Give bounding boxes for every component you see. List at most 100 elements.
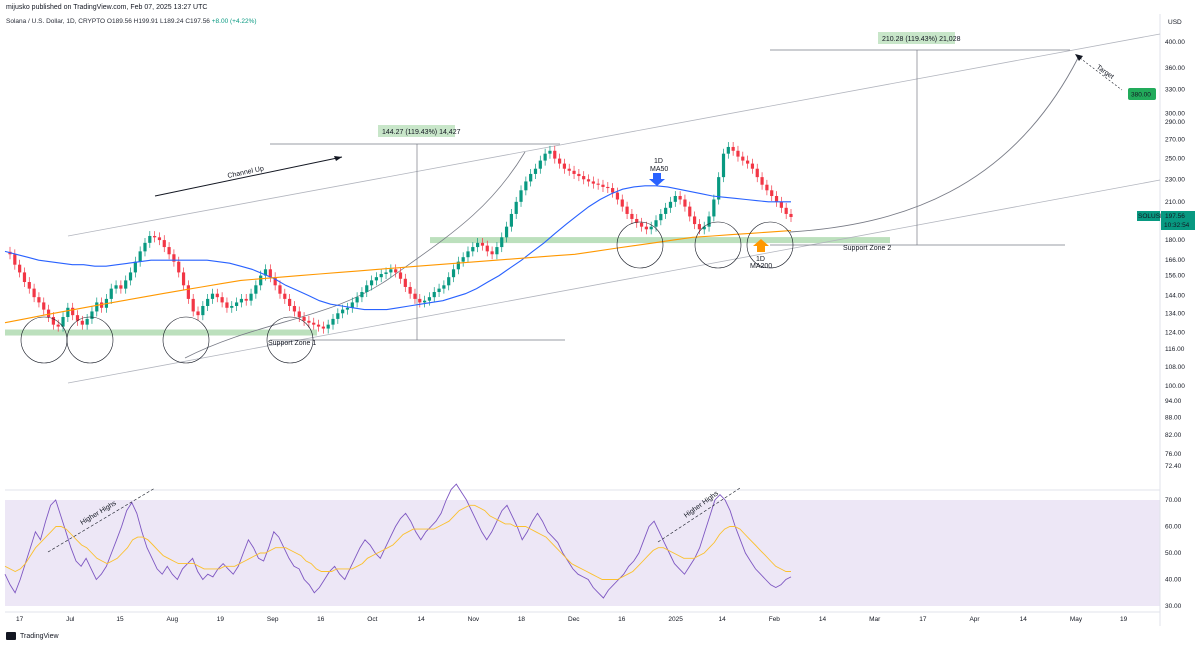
candle-body xyxy=(577,173,581,177)
time-tick-label: Apr xyxy=(969,616,980,623)
candle-body xyxy=(403,278,407,287)
candle-body xyxy=(283,293,287,299)
price-tick-label: 94.00 xyxy=(1165,398,1182,405)
candle-body xyxy=(736,150,740,157)
candle-body xyxy=(668,201,673,208)
rsi-tick-label: 50.00 xyxy=(1165,550,1182,557)
candle-body xyxy=(389,269,393,273)
candle-body xyxy=(312,322,316,325)
candle-body xyxy=(32,288,36,298)
higher-highs-trendline-2 xyxy=(657,487,741,543)
price-pane xyxy=(5,26,1160,484)
candle-body xyxy=(109,288,113,299)
candle-body xyxy=(721,153,726,178)
candle-body xyxy=(480,242,485,246)
price-tick-label: 116.00 xyxy=(1165,346,1185,353)
candle-body xyxy=(80,320,84,325)
price-tick-label: 72.40 xyxy=(1165,463,1182,470)
candle-body xyxy=(124,280,128,289)
price-tick-label: 360.00 xyxy=(1165,65,1185,72)
candle-body xyxy=(726,146,730,154)
candle-body xyxy=(278,285,282,294)
candle-body xyxy=(341,309,345,314)
candle-body xyxy=(186,285,190,299)
time-tick-label: Dec xyxy=(568,616,580,623)
candle-body xyxy=(307,320,311,323)
price-tick-label: 82.00 xyxy=(1165,432,1182,439)
candle-body xyxy=(254,285,258,294)
channel-upper-line xyxy=(67,33,1161,237)
rsi-ma-line xyxy=(4,504,791,580)
price-tick-label: 270.00 xyxy=(1165,136,1185,143)
candle-body xyxy=(268,269,272,278)
symbol-tag xyxy=(1137,211,1160,221)
time-tick-label: 16 xyxy=(618,616,626,623)
candle-body xyxy=(418,298,422,303)
target-arrowhead xyxy=(1075,54,1083,61)
projection-curve xyxy=(789,57,1079,233)
time-tick-label: 17 xyxy=(919,616,927,623)
time-tick-label: Aug xyxy=(167,616,179,623)
price-tick-label: 330.00 xyxy=(1165,87,1185,94)
candle-body xyxy=(331,318,335,325)
candle-body xyxy=(423,300,427,303)
candle-body xyxy=(138,251,142,262)
candle-body xyxy=(350,302,354,308)
price-axis-unit: USD xyxy=(1168,19,1182,26)
candle-body xyxy=(451,269,456,278)
candle-body xyxy=(244,298,248,301)
time-tick-label: 14 xyxy=(819,616,827,623)
price-tick-label: 210.00 xyxy=(1165,199,1185,206)
support-zone-2-label: Support Zone 2 xyxy=(843,245,891,252)
candle-body xyxy=(731,146,735,151)
candle-body xyxy=(191,298,195,312)
candle-body xyxy=(500,237,504,248)
candle-body xyxy=(601,184,605,187)
candle-body xyxy=(18,264,22,273)
time-tick-label: 19 xyxy=(1120,616,1128,623)
curve-arc-2024 xyxy=(184,151,526,359)
time-tick-label: May xyxy=(1070,616,1083,623)
time-tick-label: Jul xyxy=(66,616,75,623)
ma50-label-line1: 1D xyxy=(654,158,663,165)
support-zone-1 xyxy=(5,329,317,336)
measure-label-1: 144.27 (119.43%) 14,427 xyxy=(382,129,461,136)
candle-body xyxy=(181,272,186,286)
ohlc-values: O189.56 H199.91 L189.24 C197.56 xyxy=(106,18,210,25)
candle-body xyxy=(606,186,610,189)
candle-body xyxy=(66,307,70,318)
candle-body xyxy=(37,297,41,303)
measure-label-bg-1 xyxy=(378,125,455,137)
candle-body xyxy=(586,179,591,182)
candle-body xyxy=(697,224,702,230)
candle-body xyxy=(215,293,219,298)
candle-body xyxy=(46,309,51,318)
current-price-text: 197.56 xyxy=(1165,213,1185,220)
time-tick-label: Nov xyxy=(468,616,480,623)
support-circle xyxy=(616,221,664,269)
candle-body xyxy=(432,292,436,298)
candle-body xyxy=(119,285,123,289)
candle-body xyxy=(99,302,104,308)
rsi-tick-label: 40.00 xyxy=(1165,577,1182,584)
candle-body xyxy=(13,254,17,265)
price-tick-label: 300.00 xyxy=(1165,110,1185,117)
candle-body xyxy=(784,207,788,214)
candle-body xyxy=(239,298,244,303)
candle-body xyxy=(456,261,460,270)
time-tick-label: Oct xyxy=(367,616,377,623)
candle-body xyxy=(591,181,595,184)
time-tick-label: 14 xyxy=(1020,616,1028,623)
candle-body xyxy=(249,293,253,301)
publisher-line: mijusko published on TradingView.com, Fe… xyxy=(6,4,208,11)
candle-body xyxy=(51,317,55,325)
time-tick-label: 17 xyxy=(16,616,24,623)
candle-body xyxy=(201,305,205,316)
candle-body xyxy=(707,216,711,227)
candle-body xyxy=(355,297,359,303)
price-tick-label: 166.00 xyxy=(1165,257,1185,264)
price-tick-label: 124.00 xyxy=(1165,330,1185,337)
candle-body xyxy=(654,220,658,227)
candle-body xyxy=(692,216,697,225)
